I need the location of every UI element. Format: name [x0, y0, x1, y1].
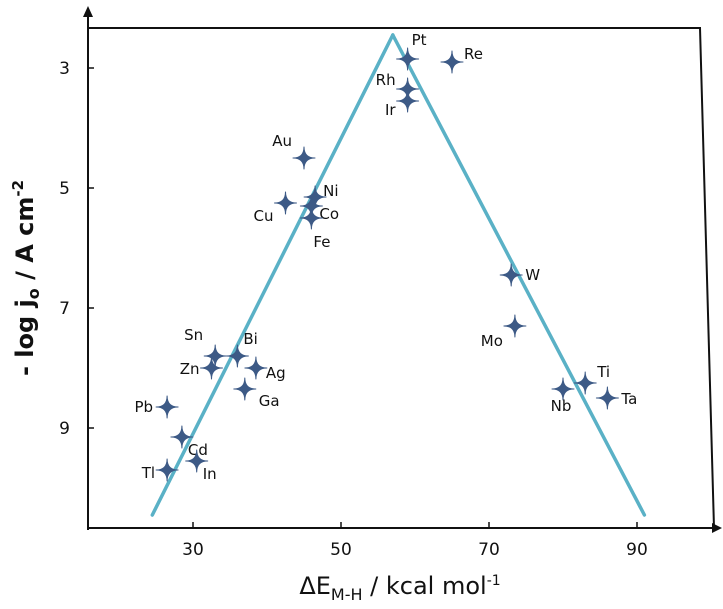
x-tick-label: 70: [478, 540, 500, 560]
label-pb: Pb: [135, 398, 154, 416]
point-cd: [170, 425, 194, 449]
point-sn: [203, 344, 227, 368]
label-cd: Cd: [188, 441, 208, 459]
point-ga: [233, 377, 257, 401]
x-tick-label: 90: [626, 540, 648, 560]
point-fe: [299, 206, 323, 230]
point-pt: [396, 47, 420, 71]
label-re: Re: [464, 45, 483, 63]
point-au: [292, 146, 316, 170]
y-axis-arrowhead: [83, 6, 93, 17]
point-bi: [225, 344, 249, 368]
label-pt: Pt: [412, 31, 427, 49]
label-ni: Ni: [323, 182, 338, 200]
y-tick-label: 5: [59, 179, 70, 199]
label-w: W: [525, 266, 540, 284]
label-rh: Rh: [376, 71, 396, 89]
trend-lines: [150, 33, 647, 517]
y-tick-label: 7: [59, 299, 70, 319]
label-mo: Mo: [481, 332, 503, 350]
label-ta: Ta: [620, 390, 637, 408]
point-ta: [595, 386, 619, 410]
label-ir: Ir: [385, 101, 396, 119]
data-points: Pt Re Rh Ir Au Ni Cu Co Fe W Mo Bi Sn Zn Ag Ti Ga Nb Ta Pb C…: [135, 31, 638, 483]
label-ag: Ag: [266, 364, 286, 382]
point-zn: [199, 356, 224, 380]
label-ti: Ti: [596, 363, 610, 381]
label-au: Au: [272, 132, 292, 150]
y-tick-label: 3: [59, 59, 70, 79]
point-w: [499, 263, 523, 287]
label-ga: Ga: [259, 392, 280, 410]
x-ticks: 30 50 70 90: [182, 522, 648, 560]
x-tick-label: 30: [182, 540, 204, 560]
x-axis-arrowhead: [712, 523, 722, 533]
x-axis: [88, 523, 722, 533]
y-axis: [83, 6, 93, 530]
point-nb: [551, 377, 575, 401]
point-ag: [244, 356, 268, 380]
y-ticks: 3 5 7 9: [59, 59, 94, 439]
point-tl: [155, 458, 179, 482]
label-zn: Zn: [180, 360, 200, 378]
point-ir: [396, 89, 420, 113]
label-sn: Sn: [184, 326, 203, 344]
point-pb: [155, 395, 179, 419]
label-in: In: [203, 465, 217, 483]
label-cu: Cu: [254, 207, 274, 225]
x-axis-title: ΔEM-H / kcal mol-1: [299, 572, 500, 604]
point-mo: [503, 314, 527, 338]
label-tl: Tl: [141, 464, 155, 482]
point-ti: [573, 371, 597, 395]
label-nb: Nb: [551, 397, 572, 415]
label-co: Co: [319, 205, 339, 223]
point-cu: [273, 191, 298, 215]
y-axis-title: - log jo / A cm-2: [9, 180, 43, 376]
y-tick-label: 9: [59, 419, 70, 439]
trend-line-ascending: [150, 33, 395, 517]
point-in: [185, 449, 209, 473]
label-bi: Bi: [243, 330, 257, 348]
label-fe: Fe: [313, 233, 330, 251]
x-tick-label: 50: [330, 540, 352, 560]
point-re: [440, 50, 464, 74]
